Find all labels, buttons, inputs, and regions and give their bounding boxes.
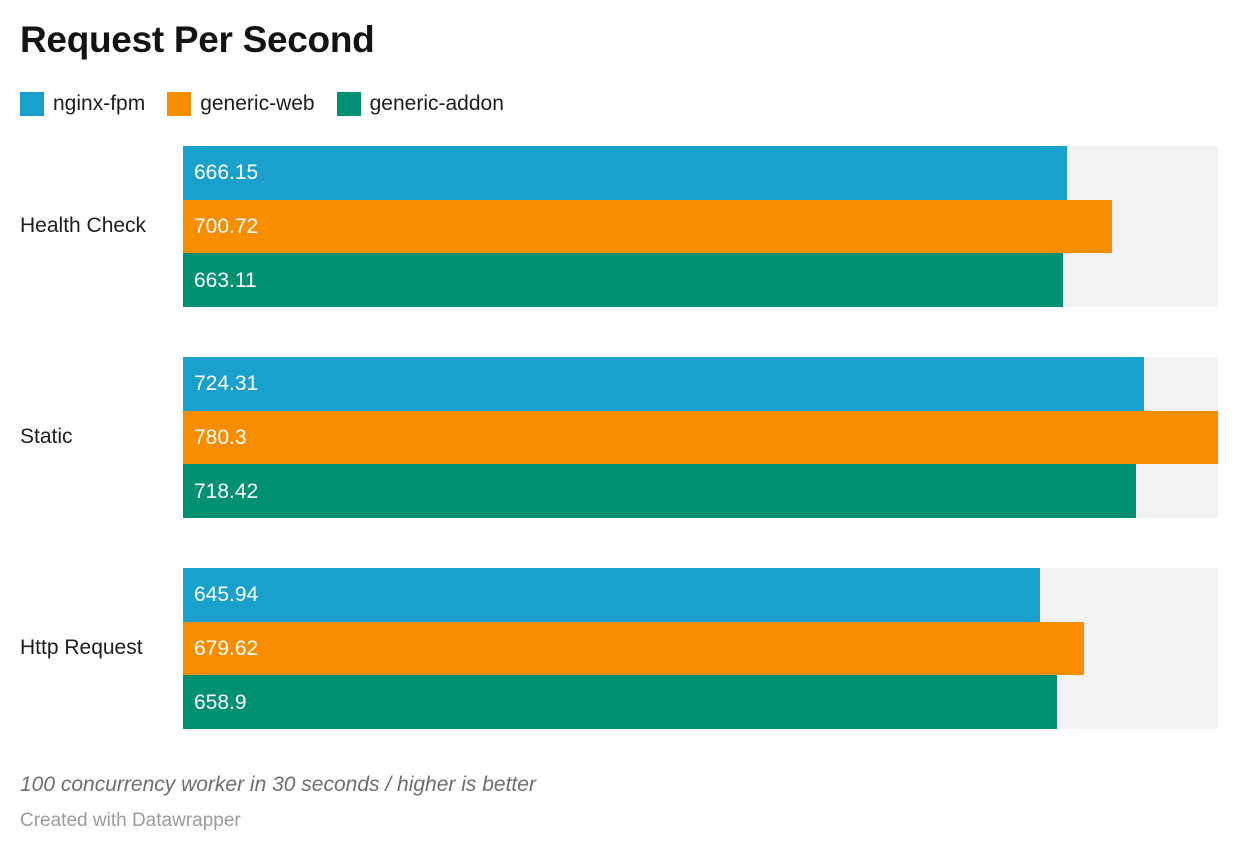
bar-generic-addon: 663.11 <box>183 253 1063 307</box>
bar-value-label: 645.94 <box>194 583 259 607</box>
bar-generic-web: 700.72 <box>183 199 1113 254</box>
chart-group: Http Request 645.94 679.62 658.9 <box>20 567 1218 729</box>
chart-group: Static 724.31 780.3 718.42 <box>20 356 1218 518</box>
category-label: Health Check <box>20 214 147 238</box>
bar-row: 679.62 <box>183 621 1218 676</box>
bar-value-label: 718.42 <box>194 479 259 503</box>
bar-chart: Health Check 666.15 700.72 663.11 Static 724.… <box>20 145 1218 729</box>
bar-nginx-fpm: 724.31 <box>183 356 1144 411</box>
bar-row: 663.11 <box>183 253 1218 307</box>
bar-row: 658.9 <box>183 675 1218 729</box>
bar-row: 780.3 <box>183 410 1218 465</box>
chart-title: Request Per Second <box>20 19 375 60</box>
bar-generic-addon: 718.42 <box>183 464 1136 518</box>
legend-swatch-icon <box>20 91 44 116</box>
bar-track: 666.15 700.72 663.11 <box>183 145 1218 307</box>
bar-value-label: 658.9 <box>194 690 247 714</box>
bar-row: 645.94 <box>183 567 1218 622</box>
bar-value-label: 666.15 <box>194 161 259 185</box>
legend-swatch-icon <box>167 91 192 116</box>
footer-note: 100 concurrency worker in 30 seconds / h… <box>20 772 536 796</box>
legend-item-nginx-fpm: nginx-fpm <box>20 91 146 116</box>
legend-label: nginx-fpm <box>53 92 146 116</box>
bar-track: 645.94 679.62 658.9 <box>183 567 1218 729</box>
bar-row: 718.42 <box>183 464 1218 518</box>
bar-generic-web: 780.3 <box>183 410 1218 465</box>
bar-value-label: 700.72 <box>194 214 259 238</box>
bar-value-label: 663.11 <box>194 268 257 292</box>
legend-item-generic-web: generic-web <box>167 91 315 116</box>
category-label: Static <box>20 425 73 449</box>
attribution: Created with Datawrapper <box>20 809 241 831</box>
bar-row: 666.15 <box>183 145 1218 200</box>
legend-label: generic-web <box>200 92 315 116</box>
bar-generic-web: 679.62 <box>183 621 1085 676</box>
bar-row: 724.31 <box>183 356 1218 411</box>
chart-group: Health Check 666.15 700.72 663.11 <box>20 145 1218 307</box>
bar-nginx-fpm: 645.94 <box>183 567 1040 622</box>
bar-row: 700.72 <box>183 199 1218 254</box>
legend-item-generic-addon: generic-addon <box>336 91 504 116</box>
bar-nginx-fpm: 666.15 <box>183 145 1067 200</box>
legend-swatch-icon <box>336 91 361 116</box>
bar-value-label: 780.3 <box>194 425 247 449</box>
legend: nginx-fpm generic-web generic-addon <box>20 91 1218 117</box>
bar-value-label: 724.31 <box>194 372 259 396</box>
bar-track: 724.31 780.3 718.42 <box>183 356 1218 518</box>
bar-value-label: 679.62 <box>194 636 259 660</box>
legend-label: generic-addon <box>369 92 504 116</box>
bar-generic-addon: 658.9 <box>183 675 1057 729</box>
category-label: Http Request <box>20 636 143 660</box>
